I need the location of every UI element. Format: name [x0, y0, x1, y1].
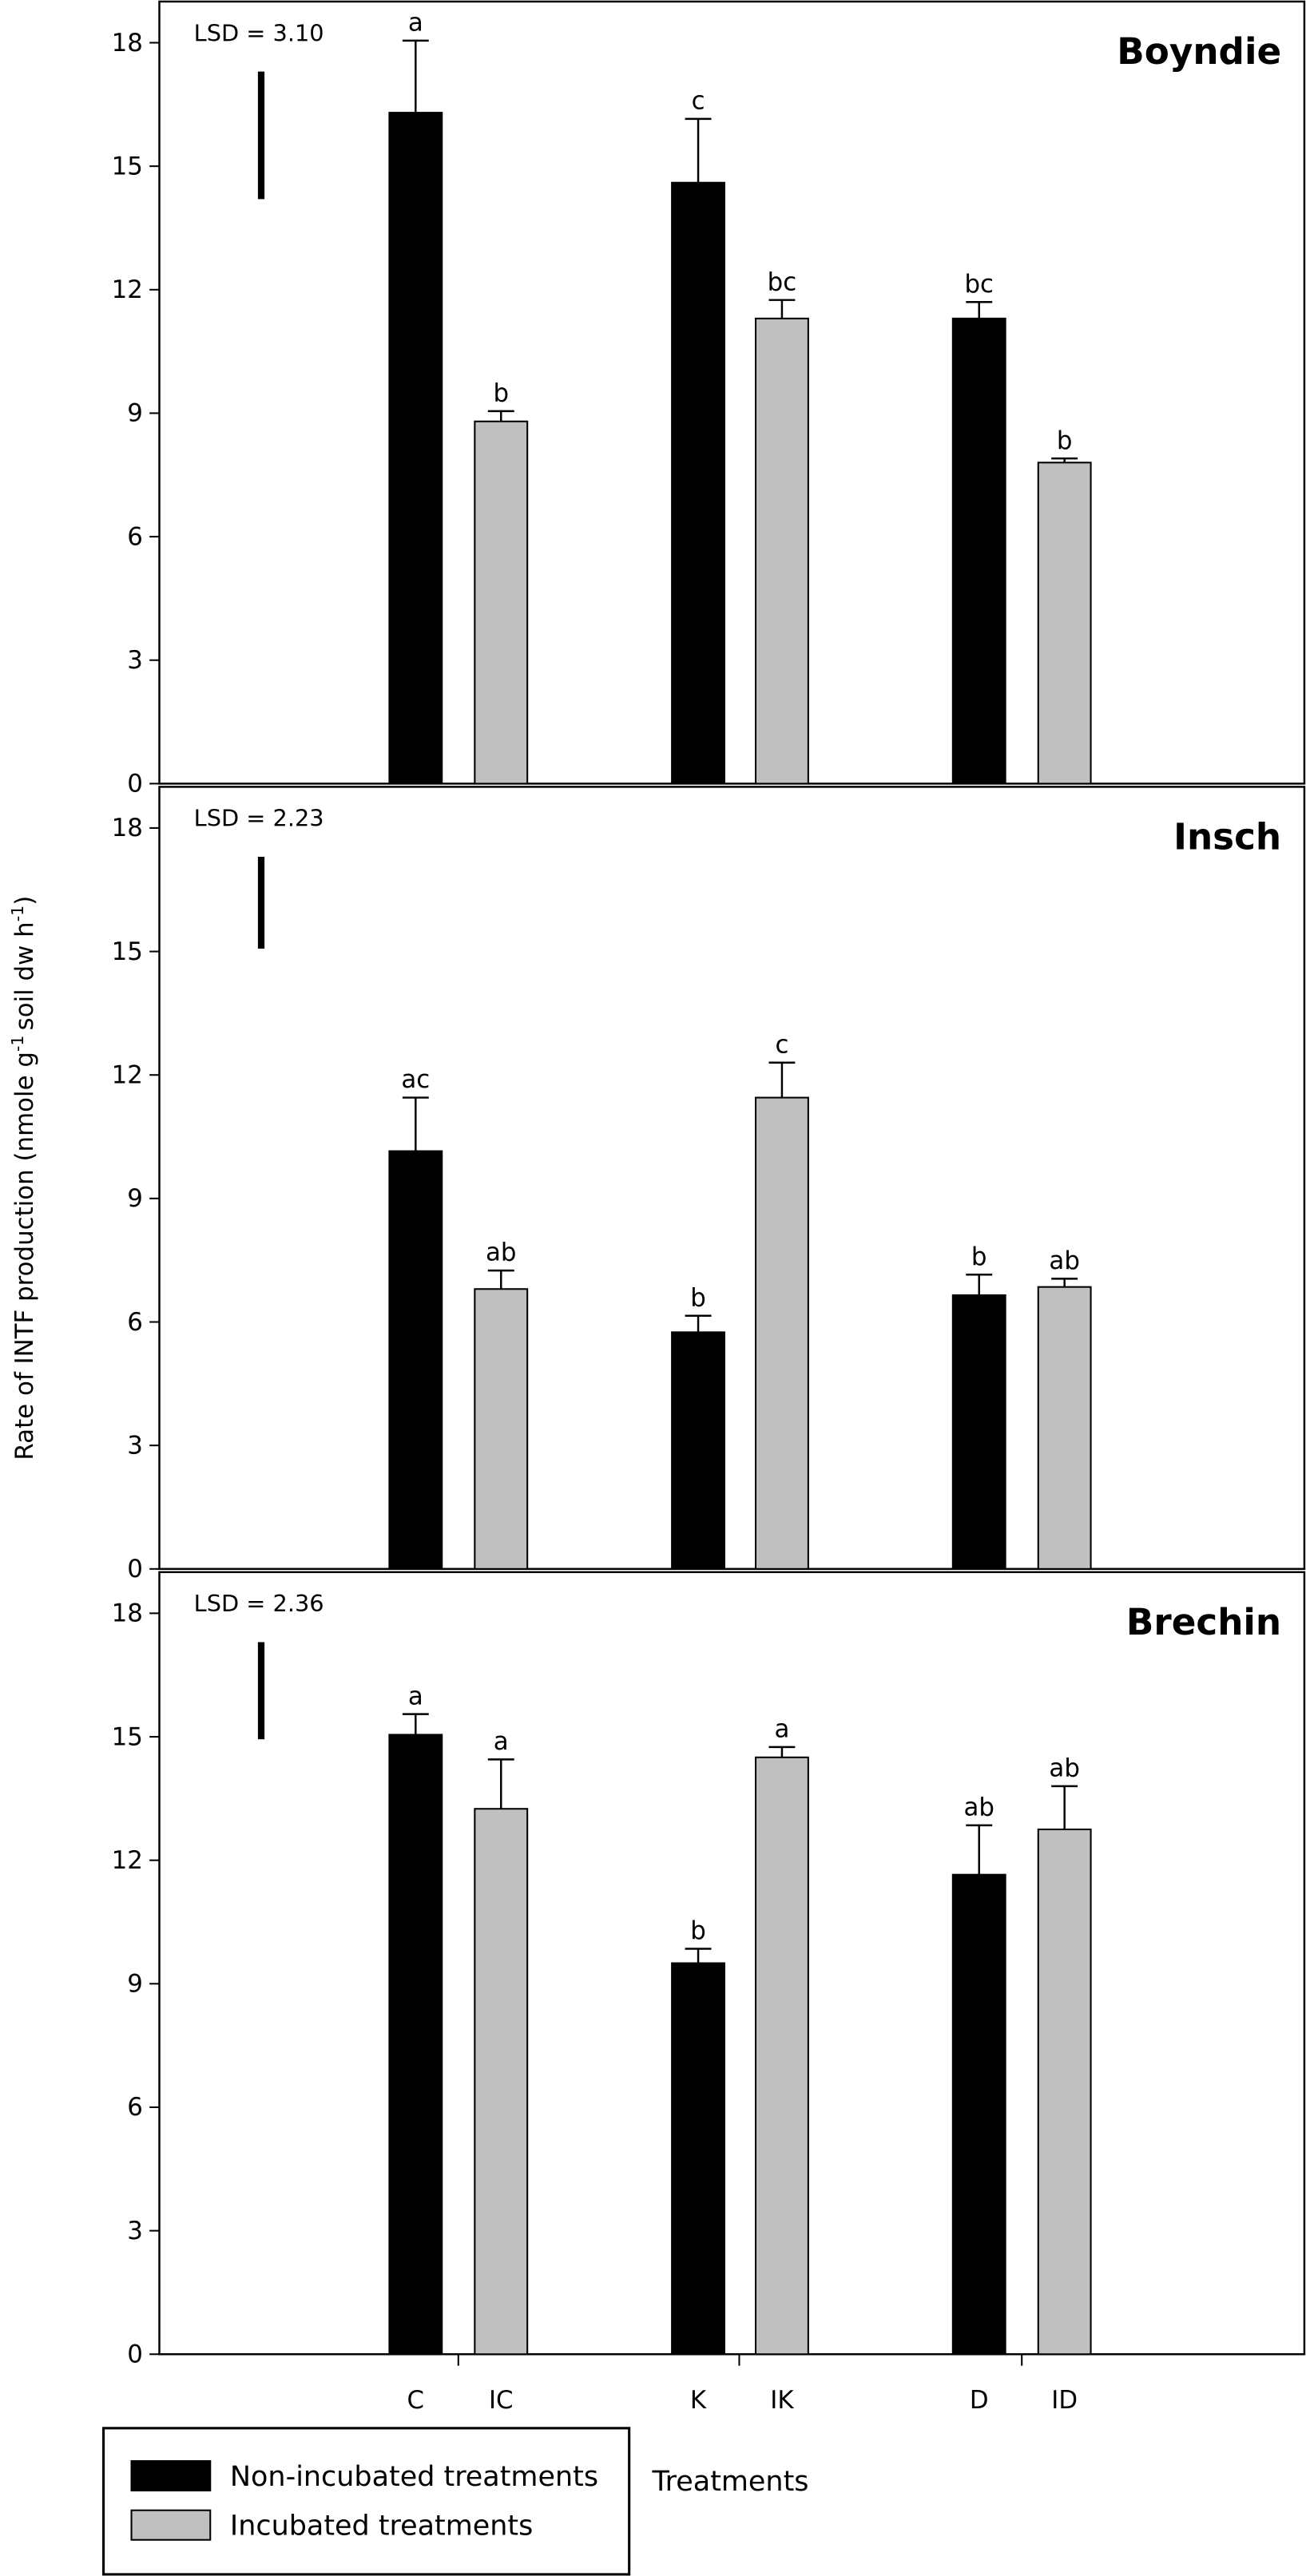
y-tick-label: 15	[112, 1722, 143, 1751]
panel-frame	[158, 0, 1306, 785]
y-tick-label: 0	[127, 1555, 143, 1583]
bar	[1037, 462, 1092, 785]
bar	[388, 1734, 443, 2356]
bar	[1037, 1286, 1092, 1570]
significance-letter: c	[775, 1030, 788, 1059]
x-tick-label: D	[970, 2386, 989, 2415]
significance-letter: b	[971, 1242, 987, 1271]
lsd-label: LSD = 2.36	[194, 1590, 324, 1617]
y-label-sup: -1	[8, 1036, 27, 1052]
significance-letter: b	[690, 1283, 706, 1312]
y-tick-label: 0	[127, 770, 143, 799]
significance-letter: b	[493, 379, 509, 408]
lsd-label: LSD = 2.23	[194, 805, 324, 832]
significance-letter: ab	[486, 1238, 516, 1267]
bar	[755, 1756, 809, 2356]
y-label-part: )	[10, 896, 39, 906]
panel-title: Boyndie	[1117, 30, 1281, 73]
significance-letter: a	[408, 1682, 423, 1710]
y-tick-label: 9	[127, 1184, 143, 1213]
significance-letter: ab	[1049, 1754, 1079, 1783]
bar	[388, 112, 443, 785]
significance-letter: ab	[963, 1793, 994, 1821]
legend-swatch	[130, 2459, 212, 2492]
y-tick-label: 9	[127, 399, 143, 428]
x-tick-label: ID	[1051, 2386, 1078, 2415]
panel-title: Brechin	[1126, 1601, 1281, 1643]
significance-letter: a	[774, 1715, 789, 1744]
y-tick-label: 6	[127, 1308, 143, 1337]
legend-box	[102, 2427, 631, 2576]
y-tick-label: 12	[112, 1846, 143, 1875]
x-tick-label: IC	[489, 2386, 514, 2415]
y-tick-label: 12	[112, 1061, 143, 1090]
legend-label: Non-incubated treatments	[230, 2461, 598, 2493]
bar	[755, 1096, 809, 1570]
y-tick-label: 0	[127, 2340, 143, 2369]
y-label-sup: -1	[8, 906, 27, 922]
y-tick-label: 9	[127, 1970, 143, 1999]
y-tick-label: 15	[112, 937, 143, 966]
bar	[388, 1150, 443, 1570]
significance-letter: b	[1057, 426, 1073, 455]
bar	[755, 317, 809, 785]
bar	[951, 1873, 1006, 2356]
panel-frame	[158, 1571, 1306, 2356]
y-tick-label: 18	[112, 1599, 143, 1628]
y-tick-label: 6	[127, 522, 143, 551]
y-tick-label: 12	[112, 275, 143, 304]
y-tick-label: 6	[127, 2093, 143, 2122]
bar	[1037, 1828, 1092, 2356]
x-axis-label: Treatments	[651, 2466, 808, 2498]
x-tick-label: K	[690, 2386, 707, 2415]
significance-letter: ab	[1049, 1246, 1079, 1275]
x-tick-label: C	[407, 2386, 425, 2415]
bar	[671, 1962, 725, 2356]
bar	[671, 181, 725, 785]
significance-letter: bc	[768, 268, 797, 296]
y-tick-label: 18	[112, 814, 143, 842]
legend-swatch	[130, 2509, 212, 2541]
x-tick-label: IK	[770, 2386, 794, 2415]
bar	[951, 317, 1006, 785]
y-tick-label: 18	[112, 29, 143, 57]
y-label-part: soil dw h	[10, 921, 39, 1030]
bar	[951, 1294, 1006, 1570]
significance-letter: bc	[964, 270, 994, 299]
panel-title: Insch	[1173, 816, 1281, 858]
legend-label: Incubated treatments	[230, 2511, 533, 2542]
y-tick-label: 3	[127, 2217, 143, 2245]
bar	[474, 1288, 529, 1570]
y-axis-label: Rate of INTF production (nmole g-1soil d…	[8, 896, 39, 1460]
y-tick-label: 15	[112, 152, 143, 180]
y-label-part: Rate of INTF production (nmole g	[10, 1052, 39, 1460]
significance-letter: c	[692, 87, 705, 116]
significance-letter: a	[408, 9, 423, 38]
significance-letter: b	[690, 1916, 706, 1945]
y-tick-label: 3	[127, 646, 143, 675]
significance-letter: a	[494, 1727, 509, 1756]
panel-frame	[158, 786, 1306, 1571]
bar	[474, 1808, 529, 2356]
bar	[671, 1331, 725, 1570]
lsd-label: LSD = 3.10	[194, 19, 324, 46]
bar	[474, 420, 529, 785]
significance-letter: ac	[401, 1065, 430, 1094]
y-tick-label: 3	[127, 1431, 143, 1460]
